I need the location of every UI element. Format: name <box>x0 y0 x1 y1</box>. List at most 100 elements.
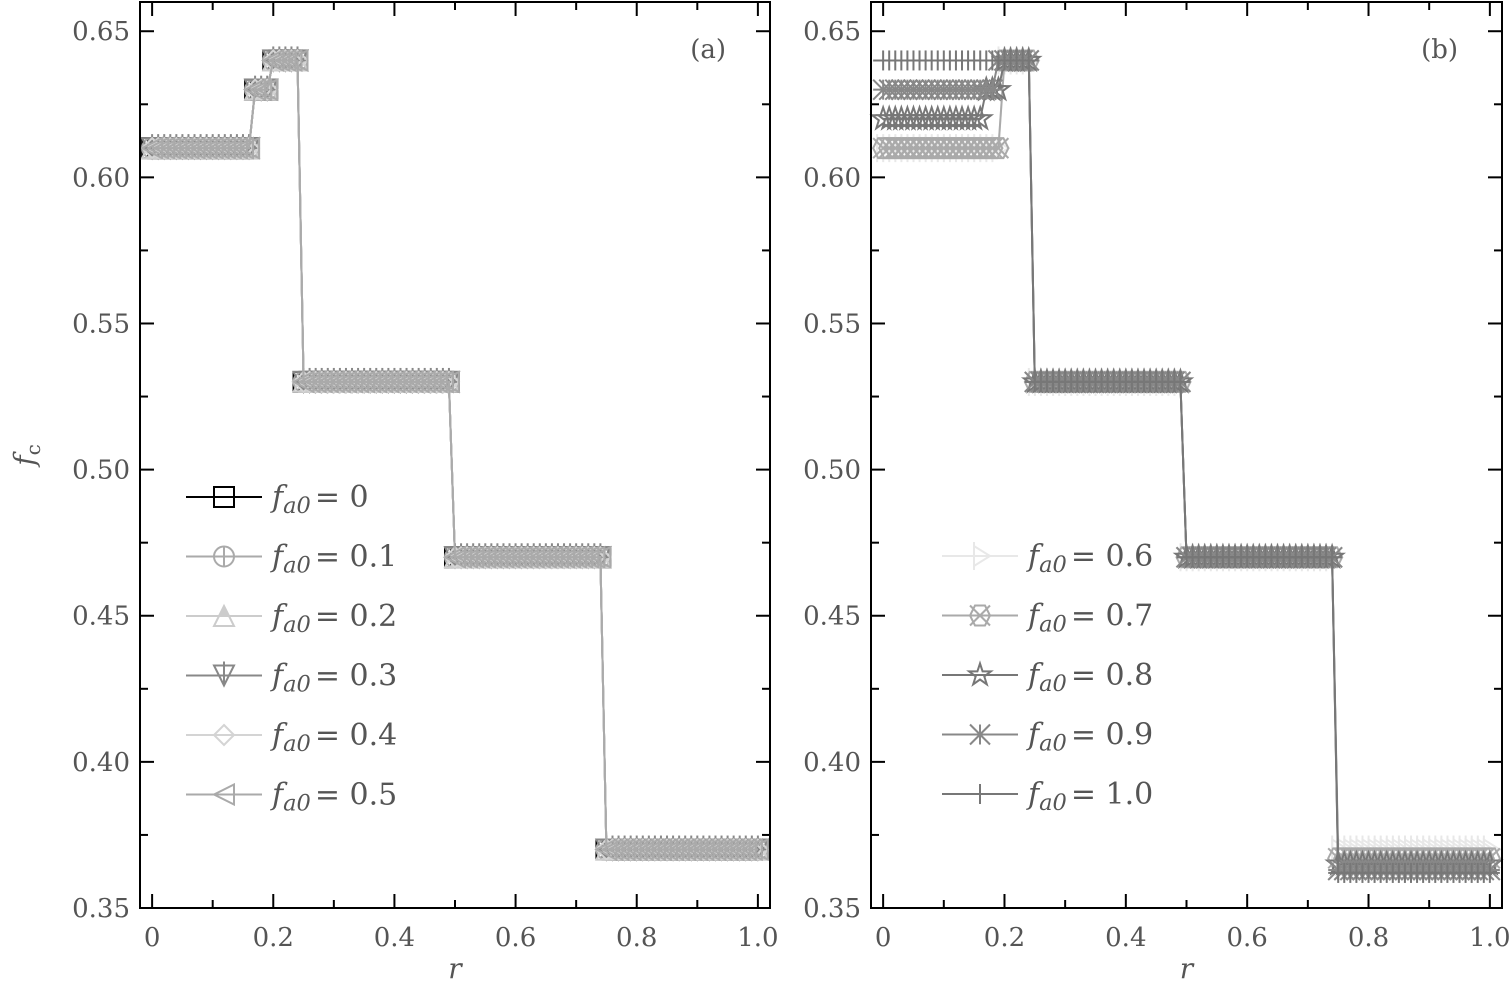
panel-a: 0 0.2 0.4 0.6 0.8 1.0 0.35 0.40 0.45 0.50 0.55 0.60… <box>8 1 779 981</box>
legend-item: fa0 = 0.3 <box>186 659 397 698</box>
legend: fa0 = 0.6 fa0 = 0.7 fa0 = 0.8 fa0 = 0.9 fa0 = 1.0 <box>942 539 1153 816</box>
series-00.2 <box>140 48 770 861</box>
y-tick-label: 0.35 <box>803 894 861 924</box>
y-tick-label: 0.50 <box>803 456 861 486</box>
series-line <box>883 59 1490 874</box>
data-point-shape <box>279 48 303 73</box>
legend-label: fa0 = 0.8 <box>1026 658 1153 697</box>
legend-label: fa0 = 0.6 <box>1026 539 1153 578</box>
legend-label: fa0 = 0.1 <box>270 540 397 579</box>
data-point-stroke <box>987 137 1010 159</box>
data-point <box>739 837 763 862</box>
legend-label: fa0 = 0.5 <box>270 778 397 817</box>
x-axis-label: r <box>1180 952 1195 981</box>
data-point-shape <box>254 78 279 102</box>
y-tick-label: 0.60 <box>803 163 861 193</box>
data-point <box>1018 50 1039 71</box>
legend-marker <box>212 723 236 747</box>
y-tick-label: 0.65 <box>803 17 861 47</box>
data-point-shape <box>987 137 1010 160</box>
series-01.0 <box>873 50 1500 883</box>
series-line <box>883 59 1490 866</box>
y-axis-label: fc <box>8 444 45 468</box>
legend-item: fa0 = 0.1 <box>186 540 397 579</box>
data-point <box>733 837 757 862</box>
legend-marker-shape <box>212 723 236 747</box>
legend-label-sub: a0 <box>1039 790 1067 816</box>
legend-item: fa0 = 0.5 <box>186 778 397 817</box>
data-point <box>582 545 606 569</box>
series-line <box>152 59 758 851</box>
data-point <box>740 838 764 861</box>
legend-item: fa0 = 0.8 <box>942 658 1153 697</box>
legend-label-value: = 0.9 <box>1071 718 1153 753</box>
legend-marker-stroke <box>969 723 991 746</box>
series-line <box>883 59 1490 860</box>
legend-label-sub: a0 <box>283 493 311 519</box>
legend-item: fa0 = 0.7 <box>942 599 1153 638</box>
series-00.8 <box>869 45 1504 876</box>
legend-item: fa0 = 0.9 <box>942 718 1153 757</box>
series-00.3 <box>140 46 770 862</box>
legend-marker-stroke <box>969 604 991 627</box>
legend-marker <box>968 604 992 627</box>
data-point-stroke <box>981 137 1004 159</box>
data-point <box>436 370 460 394</box>
legend-label-sub: a0 <box>283 791 311 817</box>
legend-marker <box>966 660 994 687</box>
y-tick-label: 0.60 <box>72 163 130 193</box>
data-point-shape <box>582 545 606 569</box>
data-point-shape <box>430 370 454 394</box>
legend-item: fa0 = 0.4 <box>186 718 397 757</box>
legend-marker <box>211 782 235 807</box>
legend-marker <box>973 542 992 570</box>
panel-b: 0 0.2 0.4 0.6 0.8 1.0 0.35 0.40 0.45 0.50 0.55 0.60… <box>803 1 1511 981</box>
x-tick-label: 0.6 <box>495 923 536 953</box>
series-00.1 <box>141 49 769 861</box>
data-point <box>255 78 279 102</box>
legend-label-value: = 0.1 <box>315 540 397 575</box>
data-point <box>582 545 606 569</box>
data-point-shape <box>255 78 279 102</box>
legend-label: fa0 = 0 <box>270 480 369 519</box>
data-point <box>966 104 995 131</box>
series-00.9 <box>872 49 1501 881</box>
y-tick-label: 0.45 <box>72 602 130 632</box>
series-00 <box>141 49 769 861</box>
data-point <box>224 136 248 160</box>
panel-label: (b) <box>1421 35 1458 65</box>
data-point-shape <box>588 545 612 569</box>
data-point-shape <box>280 49 303 72</box>
legend-marker-shape <box>211 782 235 807</box>
x-tick-label: 1.0 <box>737 923 778 953</box>
data-point-stroke <box>981 78 1004 101</box>
data-point <box>279 48 303 73</box>
x-tick-label: 0.4 <box>374 923 415 953</box>
series-00.6 <box>876 46 1502 864</box>
data-point <box>987 137 1010 160</box>
legend-label-sub: a0 <box>283 731 311 757</box>
series-line <box>883 59 1490 871</box>
data-point-shape <box>745 837 769 862</box>
x-tick-label: 0.2 <box>984 923 1025 953</box>
legend-marker-shape <box>966 660 994 687</box>
data-point <box>273 48 297 73</box>
legend-item: fa0 = 0 <box>186 480 369 519</box>
x-tick-label: 0.2 <box>253 923 294 953</box>
y-tick-label: 0.55 <box>803 309 861 339</box>
y-axis-label-sub: c <box>21 444 45 455</box>
y-tick-label: 0.55 <box>72 309 130 339</box>
data-point-shape <box>248 78 273 102</box>
legend-label-value: = 1.0 <box>1071 777 1153 812</box>
data-point <box>746 838 770 861</box>
legend-label-value: = 0.8 <box>1071 658 1153 693</box>
series-line <box>152 59 758 851</box>
x-tick-label: 0.8 <box>1348 923 1389 953</box>
data-point-shape <box>242 78 267 102</box>
data-point-shape <box>273 48 297 73</box>
y-tick-label: 0.65 <box>72 17 130 47</box>
series-line <box>152 59 758 851</box>
y-tick-label: 0.50 <box>72 456 130 486</box>
legend-label-sub: a0 <box>283 672 311 698</box>
